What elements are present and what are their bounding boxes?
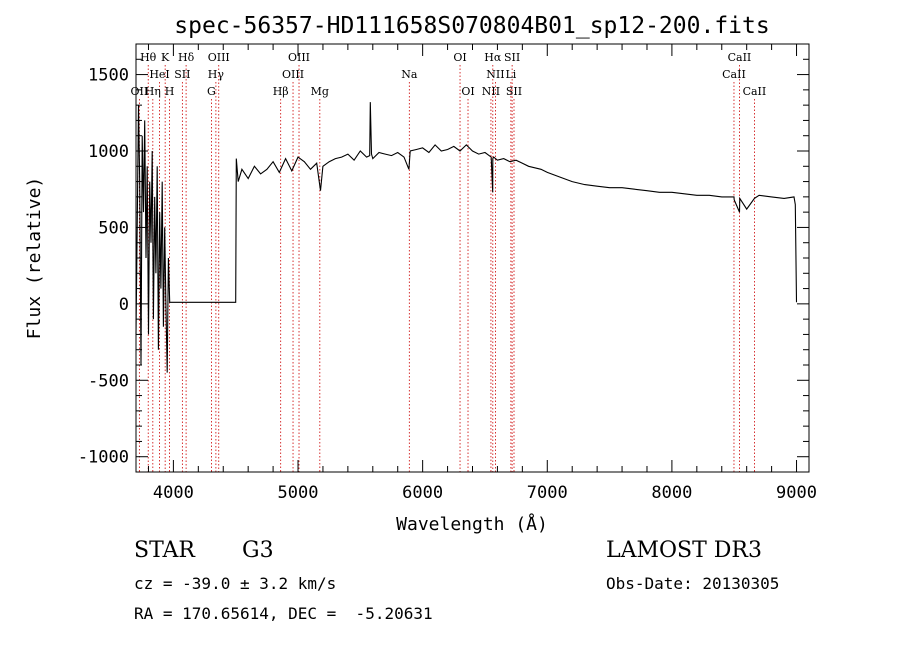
- line-marker-label: Hα: [484, 51, 502, 64]
- line-marker-label: Hη: [145, 85, 161, 98]
- line-marker-label: Hθ: [140, 51, 157, 64]
- y-tick-label: 1500: [88, 66, 129, 86]
- y-tick-label: -500: [88, 371, 129, 391]
- survey-name: LAMOST DR3: [606, 538, 762, 563]
- line-marker-label: OII: [131, 85, 149, 98]
- line-marker-label: G: [207, 85, 216, 98]
- line-marker-label: Hβ: [273, 85, 289, 98]
- line-marker-label: OI: [453, 51, 466, 64]
- line-marker-label: OIII: [288, 51, 310, 64]
- line-marker-label: Hδ: [178, 51, 195, 64]
- redshift-text: cz = -39.0 ± 3.2 km/s: [134, 574, 337, 593]
- obs-date-text: Obs-Date: 20130305: [606, 574, 780, 593]
- x-tick-label: 5000: [278, 483, 319, 503]
- line-marker-label: Na: [401, 68, 418, 81]
- y-tick-label: 500: [98, 218, 129, 238]
- x-tick-label: 7000: [527, 483, 568, 503]
- object-class: STAR: [134, 538, 195, 563]
- axis-tick-labels: 4000 5000 6000 7000 8000 9000 -1000 -500 0 500 100…: [78, 66, 817, 503]
- line-marker-label: K: [161, 51, 170, 64]
- line-markers: [138, 65, 755, 472]
- line-marker-label: OIII: [208, 51, 230, 64]
- y-axis-label: Flux (relative): [24, 177, 45, 340]
- line-marker-label: OI: [461, 85, 474, 98]
- y-tick-label: 1000: [88, 142, 129, 162]
- spectral-subclass: G3: [242, 538, 274, 563]
- plot-frame: [135, 43, 810, 473]
- line-marker-label: CaII: [728, 51, 752, 64]
- line-marker-label: SII: [504, 51, 520, 64]
- line-marker-label: SII: [174, 68, 190, 81]
- spectrum-line: [135, 102, 798, 373]
- line-marker-label: Li: [505, 68, 516, 81]
- line-marker-label: NII: [486, 68, 504, 81]
- line-marker-label: HeI: [149, 68, 169, 81]
- line-marker-label: CaII: [743, 85, 767, 98]
- y-tick-label: -1000: [78, 448, 129, 468]
- line-marker-label: NII: [482, 85, 500, 98]
- x-tick-label: 6000: [402, 483, 443, 503]
- x-tick-label: 4000: [153, 483, 194, 503]
- x-tick-label: 8000: [651, 483, 692, 503]
- line-marker-label: Hγ: [208, 68, 225, 81]
- line-marker-label: H: [165, 85, 175, 98]
- line-marker-label: Mg: [311, 85, 329, 98]
- x-axis-label: Wavelength (Å): [396, 513, 548, 535]
- chart-title: spec-56357-HD111658S070804B01_sp12-200.f…: [174, 13, 769, 39]
- y-tick-label: 0: [119, 295, 129, 315]
- line-marker-label: OIII: [282, 68, 304, 81]
- line-marker-label: CaII: [722, 68, 746, 81]
- axis-ticks: [136, 43, 809, 473]
- coordinates-text: RA = 170.65614, DEC = -5.20631: [134, 604, 433, 623]
- x-tick-label: 9000: [776, 483, 817, 503]
- line-marker-label: SII: [506, 85, 522, 98]
